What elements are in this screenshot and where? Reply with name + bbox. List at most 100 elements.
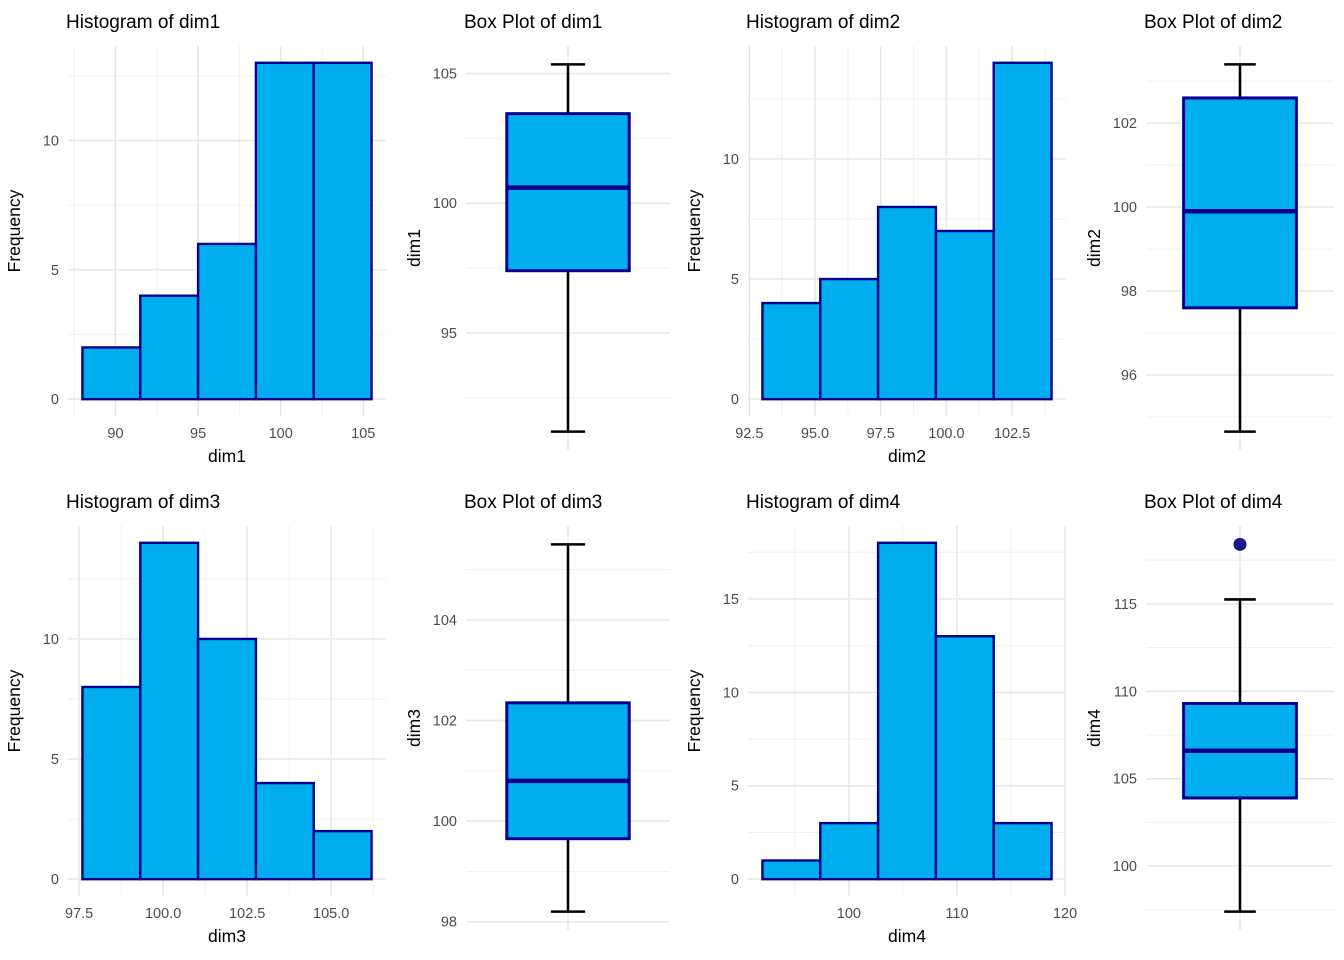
text-group: 97.5 100.0 102.5 105.0 0 5 10 dim3 Histogram of …	[4, 492, 349, 946]
histogram-bar	[312, 829, 373, 881]
boxplot-dim3-panel: 98 100 102 104 Box Plot of dim3 dim3	[400, 480, 680, 960]
chart-title: Histogram of dim2	[746, 12, 900, 33]
x-tick-label: 100.0	[928, 426, 964, 442]
y-tick-label: 0	[51, 392, 59, 408]
histogram-svg: 97.5 100.0 102.5 105.0 0 5 10 dim3 Histogram of …	[4, 492, 386, 946]
x-tick-label: 100	[837, 906, 861, 922]
y-tick-label: 105	[433, 66, 457, 82]
y-axis-title: Frequency	[4, 189, 24, 272]
text-group: 95 100 105 Box Plot of dim1 dim1	[404, 12, 602, 342]
y-tick-label: 10	[43, 632, 59, 648]
y-tick-label: 0	[51, 872, 59, 888]
text-group: 90 95 100 105 0 5 10 dim1 Histogram of dim1 Frequ…	[4, 12, 375, 466]
y-tick-label: 5	[51, 752, 59, 768]
text-group: 100 105 110 115 Box Plot of dim4 dim4	[1084, 492, 1283, 875]
histogram-bar	[81, 685, 142, 881]
x-tick-label: 105.0	[313, 906, 349, 922]
x-tick-label: 100	[269, 426, 293, 442]
chart-title: Histogram of dim3	[66, 492, 220, 513]
x-axis-title: dim1	[208, 446, 246, 466]
text-group: 98 100 102 104 Box Plot of dim3 dim3	[404, 492, 602, 931]
histogram-bar	[876, 205, 938, 401]
y-tick-label: 0	[731, 872, 739, 888]
text-group: 92.5 95.0 97.5 100.0 102.5 0 5 10 dim2 Histogram …	[684, 12, 1030, 466]
histogram-bar	[934, 635, 995, 881]
data-group	[505, 543, 631, 913]
y-tick-label: 5	[731, 779, 739, 795]
x-axis-title: dim4	[888, 926, 926, 946]
y-tick-label: 98	[441, 915, 457, 931]
y-tick-label: 110	[1114, 684, 1137, 700]
x-tick-label: 97.5	[867, 426, 895, 442]
chart-title: Histogram of dim4	[746, 492, 901, 513]
y-tick-label: 0	[731, 392, 739, 408]
boxplot-svg: 96 98 100 102 Box Plot of dim2 dim2	[1084, 12, 1334, 450]
histogram-bar	[196, 637, 258, 881]
y-tick-label: 10	[43, 133, 59, 149]
boxplot-svg: 95 100 105 Box Plot of dim1 dim1	[404, 12, 670, 450]
y-tick-label: 105	[1113, 772, 1137, 788]
histogram-bar	[254, 61, 315, 401]
y-tick-label: 5	[731, 272, 739, 288]
histogram-bar	[992, 821, 1053, 881]
x-tick-label: 90	[107, 426, 123, 442]
y-tick-label: 98	[1121, 284, 1137, 300]
y-tick-label: 5	[51, 263, 59, 279]
x-tick-label: 110	[945, 906, 968, 922]
y-tick-label: 15	[723, 592, 739, 608]
histogram-dim3-panel: 97.5 100.0 102.5 105.0 0 5 10 dim3 Histogram of …	[0, 480, 400, 960]
y-axis-title: dim4	[1084, 709, 1104, 747]
boxplot-dim1-panel: 95 100 105 Box Plot of dim1 dim1	[400, 0, 680, 480]
y-tick-label: 104	[433, 613, 457, 629]
histogram-bar	[254, 781, 315, 881]
x-tick-label: 102.5	[994, 426, 1030, 442]
x-tick-label: 95.0	[801, 426, 829, 442]
x-tick-label: 97.5	[65, 906, 93, 922]
data-group	[1182, 63, 1298, 433]
boxplot-dim2-panel: 96 98 100 102 Box Plot of dim2 dim2	[1080, 0, 1344, 480]
histogram-bar	[196, 242, 258, 401]
box-iqr	[1182, 96, 1298, 310]
y-tick-label: 102	[1113, 116, 1137, 132]
y-tick-label: 100	[433, 196, 457, 212]
data-group	[505, 63, 631, 433]
y-tick-label: 100	[1113, 859, 1137, 875]
y-tick-label: 115	[1114, 597, 1137, 613]
histogram-bar	[934, 229, 995, 401]
data-group	[761, 61, 1053, 401]
x-axis-title: dim3	[208, 926, 246, 946]
histogram-bar	[819, 277, 880, 401]
data-group	[761, 541, 1053, 881]
y-tick-label: 95	[441, 326, 457, 342]
histogram-bar	[139, 541, 200, 881]
x-tick-label: 92.5	[735, 426, 763, 442]
x-tick-label: 95	[190, 426, 206, 442]
x-axis-title: dim2	[888, 446, 926, 466]
text-group: 100 110 120 0 5 10 15 dim4 Histogram of dim4 Freq…	[684, 492, 1077, 946]
x-tick-label: 100.0	[145, 906, 181, 922]
histogram-bar	[819, 821, 880, 881]
y-axis-title: Frequency	[684, 189, 704, 272]
y-axis-title: dim2	[1084, 229, 1104, 267]
y-tick-label: 96	[1121, 368, 1137, 384]
histogram-bar	[761, 859, 822, 881]
x-tick-label: 102.5	[229, 906, 265, 922]
y-tick-label: 100	[433, 814, 457, 830]
histogram-svg: 92.5 95.0 97.5 100.0 102.5 0 5 10 dim2 Histogram …	[684, 12, 1066, 466]
data-group	[81, 61, 373, 401]
outlier-point	[1233, 537, 1247, 551]
histogram-svg: 100 110 120 0 5 10 15 dim4 Histogram of dim4 Freq…	[684, 492, 1077, 946]
histogram-dim4-panel: 100 110 120 0 5 10 15 dim4 Histogram of dim4 Freq…	[680, 480, 1080, 960]
data-group	[81, 541, 373, 881]
boxplot-dim4-panel: 100 105 110 115 Box Plot of dim4 dim4	[1080, 480, 1344, 960]
x-tick-label: 120	[1053, 906, 1077, 922]
histogram-svg: 90 95 100 105 0 5 10 dim1 Histogram of dim1 Frequ…	[4, 12, 386, 466]
histogram-dim2-panel: 92.5 95.0 97.5 100.0 102.5 0 5 10 dim2 Histogram …	[680, 0, 1080, 480]
x-tick-label: 105	[351, 426, 375, 442]
histogram-bar	[139, 294, 200, 401]
boxplot-svg: 100 105 110 115 Box Plot of dim4 dim4	[1084, 492, 1334, 930]
y-axis-title: Frequency	[4, 669, 24, 752]
chart-title: Box Plot of dim4	[1144, 492, 1283, 513]
histogram-bar	[81, 346, 142, 401]
